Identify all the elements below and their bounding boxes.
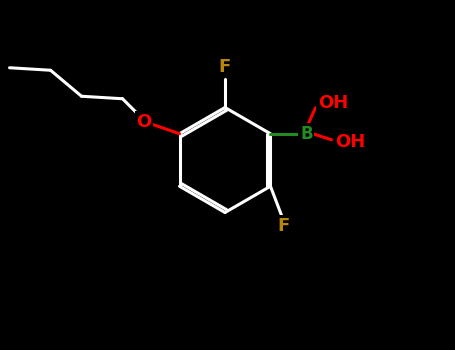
Text: F: F [278,217,290,235]
Text: O: O [136,113,152,131]
Text: F: F [219,58,231,77]
Text: OH: OH [335,133,365,151]
Text: OH: OH [318,94,348,112]
Text: B: B [300,125,313,143]
